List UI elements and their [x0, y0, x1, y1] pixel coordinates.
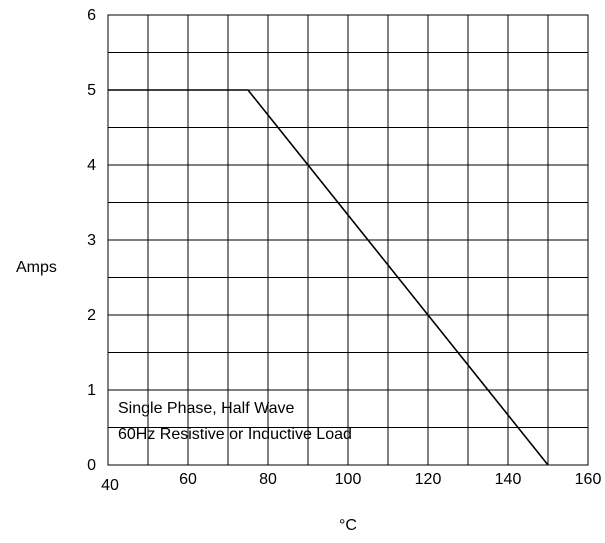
- x-axis-label: °C: [339, 517, 357, 534]
- series-layer: [108, 89, 549, 466]
- series-line: [108, 89, 549, 466]
- x-tick-label: 120: [415, 471, 442, 488]
- y-tick-label: 5: [87, 82, 96, 99]
- y-tick-label: 6: [87, 7, 96, 24]
- x-tick-label: 80: [259, 471, 277, 488]
- x-tick-label: 100: [335, 471, 362, 488]
- x-tick-label: 140: [495, 471, 522, 488]
- annotation-line-2: 60Hz Resistive or Inductive Load: [118, 426, 352, 443]
- y-tick-label: 3: [87, 232, 96, 249]
- x-tick-label: 160: [575, 471, 602, 488]
- y-tick-label: 2: [87, 307, 96, 324]
- y-tick-label: 1: [87, 382, 96, 399]
- y-tick-label: 4: [87, 157, 96, 174]
- x-tick-labels: 40 60 80 100 120 140 160: [101, 471, 601, 494]
- grid: [108, 15, 588, 465]
- y-tick-label: 0: [87, 457, 96, 474]
- annotation-line-1: Single Phase, Half Wave: [118, 400, 294, 417]
- x-tick-label: 60: [179, 471, 197, 488]
- plot-frame: [107, 14, 589, 466]
- y-tick-labels: 0 1 2 3 4 5 6: [87, 7, 96, 474]
- y-axis-label: Amps: [16, 259, 57, 276]
- x-tick-label: 40: [101, 477, 119, 494]
